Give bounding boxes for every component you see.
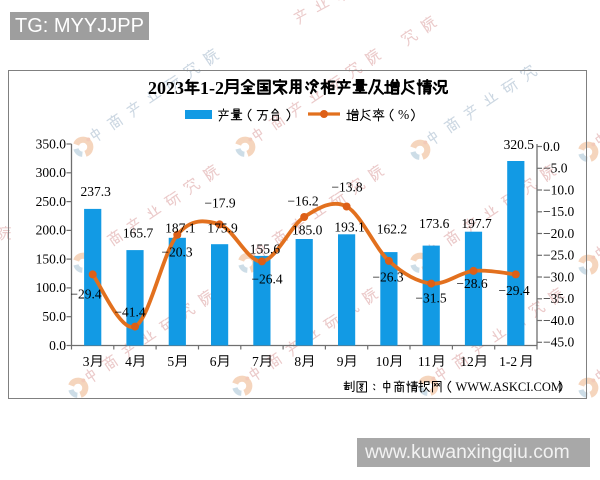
svg-text:6: 6 xyxy=(210,354,217,369)
svg-text:185.0: 185.0 xyxy=(292,222,323,237)
svg-text:5: 5 xyxy=(167,354,174,369)
svg-text:−41.4: −41.4 xyxy=(114,304,145,319)
svg-text:250.0: 250.0 xyxy=(36,194,67,209)
svg-text:1-2: 1-2 xyxy=(499,354,517,369)
svg-text:−20.0: −20.0 xyxy=(543,226,574,241)
svg-text:8: 8 xyxy=(294,354,301,369)
svg-text:155.6: 155.6 xyxy=(250,241,281,256)
svg-text:1-2: 1-2 xyxy=(200,78,224,98)
svg-text:162.2: 162.2 xyxy=(377,221,407,236)
svg-text:−35.0: −35.0 xyxy=(543,291,574,306)
svg-text:0.0: 0.0 xyxy=(543,139,560,154)
svg-text:−15.0: −15.0 xyxy=(543,204,574,219)
svg-text:7: 7 xyxy=(252,354,259,369)
svg-text:3: 3 xyxy=(83,354,90,369)
svg-text:−40.0: −40.0 xyxy=(543,313,574,328)
svg-text:−29.4: −29.4 xyxy=(498,283,529,298)
svg-text:%: % xyxy=(398,107,409,122)
svg-text:−26.3: −26.3 xyxy=(372,269,403,284)
svg-text:−30.0: −30.0 xyxy=(543,269,574,284)
svg-text:165.7: 165.7 xyxy=(123,225,154,240)
svg-text:50.0: 50.0 xyxy=(42,309,66,324)
svg-text:175.9: 175.9 xyxy=(207,220,238,235)
svg-text:−10.0: −10.0 xyxy=(543,182,574,197)
svg-text:−16.2: −16.2 xyxy=(287,193,318,208)
svg-text:−31.5: −31.5 xyxy=(415,290,446,305)
svg-text:WWW.ASKCI.COM: WWW.ASKCI.COM xyxy=(456,380,562,394)
svg-text:237.3: 237.3 xyxy=(81,184,112,199)
svg-text:9: 9 xyxy=(337,354,344,369)
svg-text:300.0: 300.0 xyxy=(36,165,67,180)
svg-text:−5.0: −5.0 xyxy=(543,161,568,176)
svg-text:−20.3: −20.3 xyxy=(161,244,192,259)
svg-text:187.1: 187.1 xyxy=(165,220,195,235)
svg-text:11: 11 xyxy=(418,354,431,369)
svg-text:−26.4: −26.4 xyxy=(251,271,282,286)
svg-text:4: 4 xyxy=(125,354,132,369)
svg-text:10: 10 xyxy=(376,354,390,369)
svg-text:−45.0: −45.0 xyxy=(543,335,574,350)
svg-text:−28.6: −28.6 xyxy=(456,276,487,291)
svg-text:100.0: 100.0 xyxy=(36,280,67,295)
svg-text:−29.4: −29.4 xyxy=(70,286,101,301)
svg-text:−25.0: −25.0 xyxy=(543,248,574,263)
svg-text:0.0: 0.0 xyxy=(49,338,66,353)
svg-text:−13.8: −13.8 xyxy=(331,179,362,194)
svg-text:150.0: 150.0 xyxy=(36,251,67,266)
svg-text:12: 12 xyxy=(460,354,474,369)
svg-text:200.0: 200.0 xyxy=(36,223,67,238)
svg-text:320.5: 320.5 xyxy=(504,137,535,152)
svg-text:2023: 2023 xyxy=(148,78,184,98)
svg-text:350.0: 350.0 xyxy=(36,136,67,151)
svg-text:197.7: 197.7 xyxy=(461,216,492,231)
svg-text:−17.9: −17.9 xyxy=(204,195,235,210)
svg-text:193.1: 193.1 xyxy=(334,219,364,234)
svg-text:173.6: 173.6 xyxy=(419,216,450,231)
